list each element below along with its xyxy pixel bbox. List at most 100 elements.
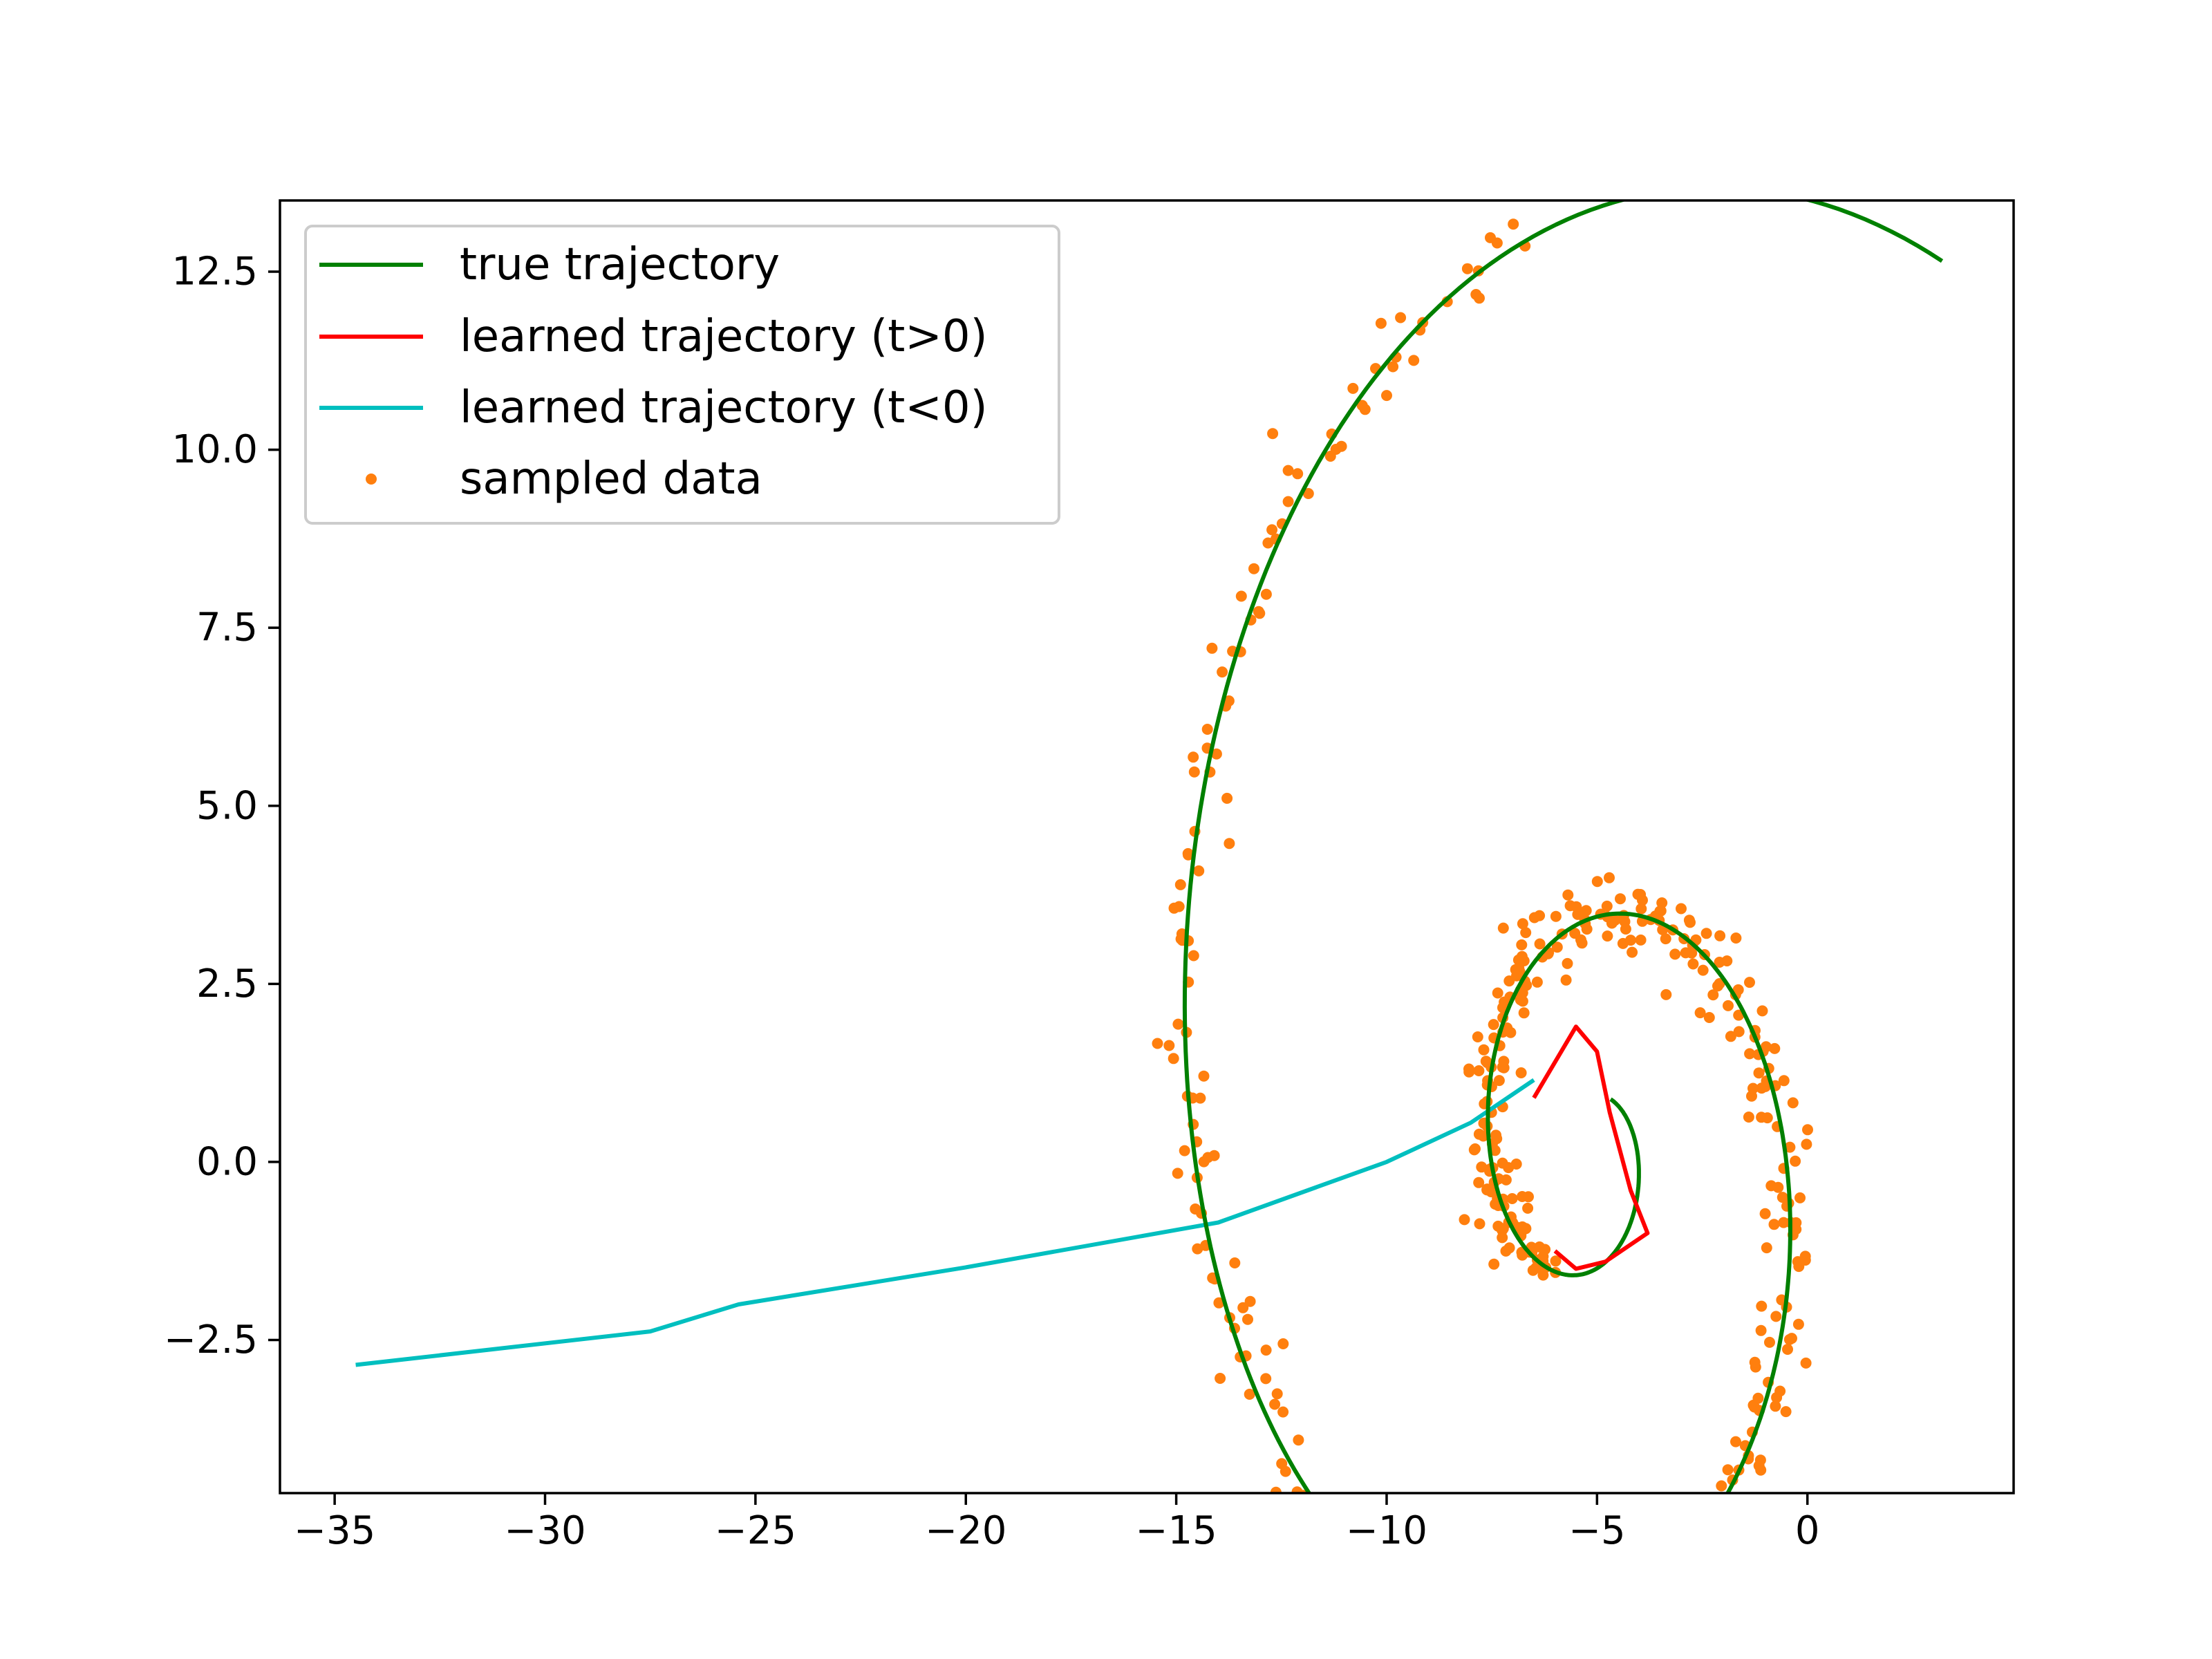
sampled-data-point <box>1714 957 1725 968</box>
y-tick-label: 0.0 <box>196 1139 258 1184</box>
sampled-data-point <box>1168 1053 1179 1065</box>
sampled-data-point <box>1777 1192 1788 1203</box>
sampled-data-point <box>1408 355 1420 366</box>
sampled-data-point <box>1780 1406 1792 1418</box>
sampled-data-point <box>1635 903 1647 915</box>
sampled-data-point <box>1569 928 1581 939</box>
sampled-data-point <box>1756 1005 1768 1017</box>
x-tick-label: −30 <box>504 1508 585 1553</box>
sampled-data-point <box>1481 1057 1493 1069</box>
sampled-data-point <box>1473 1065 1485 1076</box>
sampled-data-point <box>1769 1042 1781 1054</box>
sampled-data-point <box>1760 1041 1772 1053</box>
sampled-data-point <box>1787 1097 1799 1109</box>
sampled-data-point <box>1518 1007 1530 1019</box>
sampled-data-point <box>1473 1177 1485 1188</box>
sampled-data-point <box>1778 1075 1790 1087</box>
sampled-data-point <box>1503 1162 1515 1174</box>
sampled-data-point <box>1208 1150 1220 1161</box>
sampled-data-point <box>1198 1070 1210 1082</box>
sampled-data-point <box>1604 872 1615 883</box>
sampled-data-point <box>1562 957 1573 969</box>
sampled-data-point <box>1528 912 1540 924</box>
sampled-data-point <box>1747 1082 1759 1094</box>
sampled-data-point <box>1576 937 1588 949</box>
sampled-data-point <box>1269 1398 1281 1410</box>
series-learned-trajectory-negative <box>355 1078 1535 1367</box>
x-tick-label: −35 <box>294 1508 375 1553</box>
sampled-data-point <box>1324 451 1336 462</box>
sampled-data-point <box>1515 994 1526 1006</box>
sampled-data-point <box>1461 263 1473 274</box>
sampled-data-point <box>1492 987 1503 999</box>
sampled-data-point <box>1488 1019 1499 1031</box>
sampled-data-point <box>1152 1038 1163 1049</box>
sampled-data-point <box>1215 1373 1226 1384</box>
sampled-data-point <box>1248 563 1259 574</box>
sampled-data-point <box>1714 978 1725 989</box>
sampled-data-point <box>1550 910 1562 922</box>
sampled-data-point <box>1188 751 1199 763</box>
sampled-data-point <box>1515 1067 1527 1078</box>
sampled-data-point <box>1188 950 1199 962</box>
sampled-data-point <box>1168 902 1180 914</box>
sampled-data-point <box>1784 1141 1796 1153</box>
sampled-data-point <box>1700 928 1712 939</box>
sampled-data-point <box>1733 1026 1745 1038</box>
sampled-data-point <box>1260 588 1272 600</box>
sampled-data-point <box>1477 1130 1489 1142</box>
x-tick-label: −5 <box>1568 1508 1626 1553</box>
sampled-data-point <box>1531 976 1543 988</box>
sampled-data-point <box>1687 958 1699 970</box>
sampled-data-point <box>1792 1318 1804 1330</box>
sampled-data-point <box>1277 1338 1289 1349</box>
sampled-data-point <box>1498 1056 1510 1067</box>
sampled-data-point <box>1782 1344 1793 1355</box>
sampled-data-point <box>1774 1385 1786 1397</box>
sampled-data-point <box>1753 1067 1765 1079</box>
y-tick-label: 2.5 <box>196 962 258 1006</box>
legend-label-true-trajectory: true trajectory <box>460 239 780 290</box>
sampled-data-point <box>1267 428 1279 440</box>
sampled-data-point <box>1194 1092 1206 1104</box>
sampled-data-point <box>1723 1000 1734 1011</box>
sampled-data-point <box>1183 849 1194 861</box>
sampled-data-point <box>1680 947 1691 959</box>
sampled-data-point <box>1620 924 1631 935</box>
sampled-data-point <box>1468 1144 1480 1156</box>
sampled-data-point <box>1761 1242 1772 1254</box>
sampled-data-point <box>1179 1145 1190 1156</box>
sampled-data-point <box>1172 1168 1183 1179</box>
sampled-data-point <box>1485 232 1496 243</box>
sampled-data-point <box>1356 400 1368 411</box>
sampled-data-point <box>1551 941 1563 953</box>
sampled-data-point <box>1235 590 1247 602</box>
x-axis: −35 −30 −25 −20 −15 −10 −5 0 <box>294 1493 1820 1553</box>
x-tick-label: −25 <box>715 1508 796 1553</box>
sampled-data-point <box>1490 1199 1501 1210</box>
sampled-data-point <box>1714 930 1726 941</box>
sampled-data-point <box>1660 933 1671 945</box>
sampled-data-point <box>1224 838 1235 850</box>
sampled-data-point <box>1753 1460 1765 1472</box>
sampled-data-point <box>1381 390 1392 402</box>
sampled-data-point <box>1703 1012 1715 1023</box>
sampled-data-point <box>1493 1075 1505 1087</box>
sampled-data-point <box>1497 922 1509 934</box>
sampled-data-point <box>1716 1480 1727 1492</box>
sampled-data-point <box>1387 361 1399 373</box>
x-tick-label: −10 <box>1346 1508 1427 1553</box>
sampled-data-point <box>1759 1208 1771 1219</box>
sampled-data-point <box>1778 1217 1790 1228</box>
sampled-data-point <box>1488 1258 1500 1270</box>
y-tick-label: 10.0 <box>171 427 258 472</box>
legend-label-sampled-data: sampled data <box>460 453 762 505</box>
sampled-data-point <box>1761 1112 1773 1124</box>
sampled-data-point <box>1472 1031 1483 1042</box>
sampled-data-point <box>1489 1145 1501 1156</box>
sampled-data-point <box>1772 1181 1784 1193</box>
sampled-data-point <box>1282 496 1294 507</box>
sampled-data-point <box>1537 1269 1549 1281</box>
sampled-data-point <box>1794 1192 1806 1203</box>
